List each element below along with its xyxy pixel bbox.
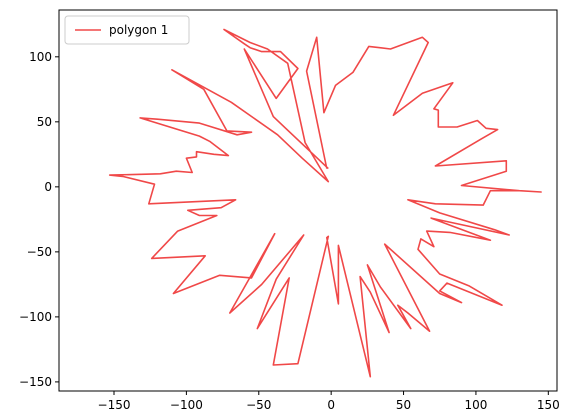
y-tick-label: 0 [44, 180, 52, 194]
x-tick-label: −50 [246, 398, 271, 412]
y-tick-label: 50 [37, 115, 52, 129]
y-tick-label: 100 [29, 50, 52, 64]
legend: polygon 1 [64, 15, 190, 45]
axis-ticks: −150 −100 −50 0 50 100 150 −150 −100 −50 0 50 100 [19, 50, 560, 412]
series-line-1 [108, 28, 542, 378]
x-tick-label: −100 [170, 398, 203, 412]
x-tick-label: 0 [327, 398, 335, 412]
x-tick-label: −150 [98, 398, 131, 412]
x-tick-label: 50 [396, 398, 411, 412]
plot-area [108, 28, 542, 378]
legend-label: polygon 1 [109, 23, 168, 37]
y-tick-label: −100 [19, 310, 52, 324]
y-tick-label: −150 [19, 375, 52, 389]
legend-box [64, 15, 190, 45]
x-tick-label: 150 [537, 398, 560, 412]
y-tick-label: −50 [27, 245, 52, 259]
x-tick-label: 100 [464, 398, 487, 412]
axes-frame [58, 9, 558, 392]
